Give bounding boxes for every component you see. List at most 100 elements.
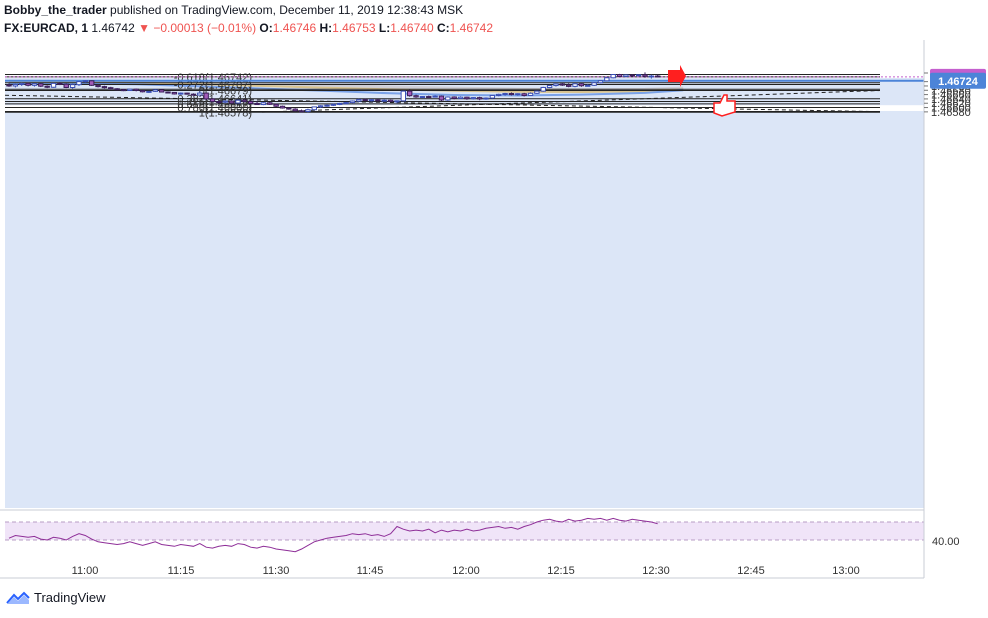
candle[interactable] [190,93,197,96]
candle[interactable] [203,92,209,100]
candle[interactable] [540,86,546,92]
candle[interactable] [254,101,260,106]
author-name[interactable]: Bobby_the_trader [4,3,107,17]
candle[interactable] [82,80,89,83]
candle[interactable] [604,77,610,82]
candle[interactable] [152,89,158,93]
candle[interactable] [267,101,273,105]
candle[interactable] [114,88,120,91]
candle[interactable] [394,100,400,104]
candle[interactable] [184,92,190,95]
candle[interactable] [419,96,426,99]
candle[interactable] [502,92,508,96]
candle[interactable] [222,100,228,104]
candle[interactable] [578,83,585,87]
candle[interactable] [44,85,50,89]
candle[interactable] [330,103,337,107]
candle[interactable] [324,104,330,107]
candle[interactable] [483,97,489,100]
candle[interactable] [521,92,527,97]
candle[interactable] [559,82,566,86]
candle[interactable] [426,95,432,99]
candle[interactable] [292,108,298,112]
candle[interactable] [496,93,502,97]
candle[interactable] [158,89,165,93]
candle[interactable] [197,91,203,96]
candle[interactable] [432,95,438,98]
candle[interactable] [470,97,476,100]
candle[interactable] [445,96,451,101]
candle[interactable] [413,94,419,98]
candle[interactable] [209,98,216,103]
candle[interactable] [228,100,235,104]
candle[interactable] [235,99,241,104]
candle[interactable] [515,93,521,96]
candle[interactable] [317,105,324,108]
candle[interactable] [457,96,464,99]
candle[interactable] [286,107,292,110]
candle[interactable] [476,96,483,101]
candle[interactable] [464,96,470,100]
candle[interactable] [216,100,222,104]
candle[interactable] [76,81,82,86]
candle[interactable] [534,90,540,94]
candle[interactable] [343,101,349,105]
candle[interactable] [572,83,578,88]
candle[interactable] [101,85,108,89]
candle[interactable] [362,98,368,102]
candle[interactable] [260,102,267,106]
candle[interactable] [400,90,407,102]
candle[interactable] [438,95,445,102]
candle[interactable] [120,88,127,92]
candle[interactable] [298,109,305,113]
candle[interactable] [305,108,311,113]
candle[interactable] [642,72,648,78]
candle[interactable] [610,74,616,79]
candle[interactable] [349,100,356,104]
candle[interactable] [69,83,76,89]
candle[interactable] [311,106,317,111]
candle[interactable] [57,82,63,86]
candle[interactable] [273,103,279,108]
candle[interactable] [127,88,133,91]
candle[interactable] [546,84,553,89]
candle[interactable] [489,94,496,99]
candle[interactable] [19,82,25,86]
candle[interactable] [375,98,381,102]
candle[interactable] [527,92,534,96]
candle[interactable] [337,102,343,106]
candle[interactable] [553,83,559,87]
candle[interactable] [165,91,171,94]
candle[interactable] [597,80,604,84]
candle[interactable] [6,83,12,87]
candle[interactable] [629,74,635,77]
candle[interactable] [241,99,248,103]
candle[interactable] [12,83,19,88]
candle[interactable] [247,100,254,105]
candle[interactable] [178,92,184,95]
candle[interactable] [387,99,394,103]
candle[interactable] [616,73,623,78]
tradingview-footer[interactable]: TradingView [6,590,106,605]
candle[interactable] [648,74,655,79]
candle[interactable] [139,89,146,93]
candle[interactable] [171,91,178,95]
candle[interactable] [146,90,152,93]
candle[interactable] [368,99,375,102]
candle[interactable] [585,84,591,87]
candle[interactable] [591,82,597,86]
candle[interactable] [88,80,95,86]
candle[interactable] [635,74,642,77]
candle[interactable] [31,83,38,87]
candle[interactable] [279,105,286,109]
candle[interactable] [406,89,413,97]
candle[interactable] [623,74,629,78]
candle[interactable] [95,84,101,88]
candle[interactable] [63,83,69,89]
candle[interactable] [108,86,114,90]
candle[interactable] [451,96,457,100]
candle[interactable] [133,88,139,92]
candle[interactable] [38,82,44,88]
candle[interactable] [356,98,362,102]
